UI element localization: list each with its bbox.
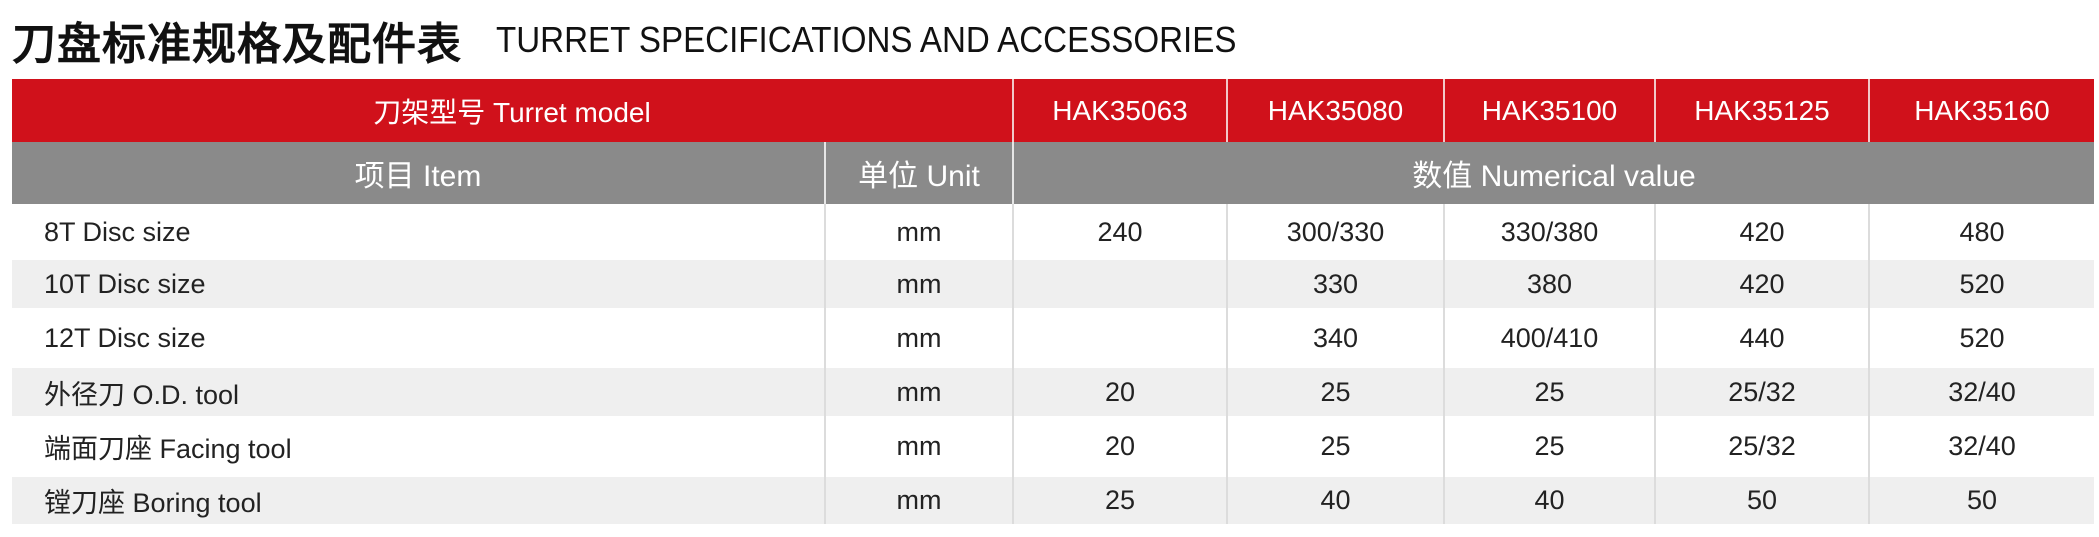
value-cell: 32/40 [1868, 416, 2094, 477]
value-cell: 40 [1226, 477, 1444, 524]
value-cell: 480 [1868, 204, 2094, 260]
unit-cell: mm [824, 477, 1013, 524]
unit-label: 单位 Unit [824, 142, 1013, 204]
value-cell: 25 [1012, 477, 1227, 524]
value-cell: 25 [1443, 368, 1655, 416]
value-cell: 32/40 [1868, 368, 2094, 416]
unit-cell: mm [824, 260, 1013, 308]
value-cell: 240 [1012, 204, 1227, 260]
value-cell: 300/330 [1226, 204, 1444, 260]
unit-cell: mm [824, 308, 1013, 368]
column-header-row: 项目 Item 单位 Unit 数值 Numerical value [12, 142, 2094, 204]
value-cell: 40 [1443, 477, 1655, 524]
value-cell: 25 [1226, 368, 1444, 416]
value-cell: 25/32 [1654, 416, 1869, 477]
table-row: 10T Disc size mm 330 380 420 520 [12, 260, 2094, 308]
model-label: 刀架型号 Turret model [12, 79, 1013, 142]
model-header-row: 刀架型号 Turret model HAK35063 HAK35080 HAK3… [12, 79, 2094, 142]
unit-cell: mm [824, 204, 1013, 260]
value-cell: 50 [1868, 477, 2094, 524]
table-row: 12T Disc size mm 340 400/410 440 520 [12, 308, 2094, 368]
page-title: 刀盘标准规格及配件表 TURRET SPECIFICATIONS AND ACC… [12, 8, 1301, 72]
value-cell: 50 [1654, 477, 1869, 524]
item-cell: 外径刀 O.D. tool [12, 368, 825, 416]
table-row: 外径刀 O.D. tool mm 20 25 25 25/32 32/40 [12, 368, 2094, 416]
table-row: 镗刀座 Boring tool mm 25 40 40 50 50 [12, 477, 2094, 524]
value-cell: 340 [1226, 308, 1444, 368]
model-header: HAK35160 [1868, 79, 2094, 142]
value-cell: 20 [1012, 368, 1227, 416]
value-cell: 25 [1443, 416, 1655, 477]
value-cell: 420 [1654, 204, 1869, 260]
item-cell: 10T Disc size [12, 260, 825, 308]
value-cell [1012, 308, 1227, 368]
table-row: 8T Disc size mm 240 300/330 330/380 420 480 [12, 204, 2094, 260]
model-header: HAK35125 [1654, 79, 1869, 142]
value-cell: 25 [1226, 416, 1444, 477]
value-cell: 25/32 [1654, 368, 1869, 416]
value-cell: 440 [1654, 308, 1869, 368]
value-cell: 420 [1654, 260, 1869, 308]
value-cell: 520 [1868, 260, 2094, 308]
item-cell: 端面刀座 Facing tool [12, 416, 825, 477]
item-cell: 镗刀座 Boring tool [12, 477, 825, 524]
table-row: 端面刀座 Facing tool mm 20 25 25 25/32 32/40 [12, 416, 2094, 477]
model-header: HAK35063 [1012, 79, 1227, 142]
value-cell: 330 [1226, 260, 1444, 308]
value-cell: 330/380 [1443, 204, 1655, 260]
title-en: TURRET SPECIFICATIONS AND ACCESSORIES [496, 19, 1237, 60]
value-label: 数值 Numerical value [1012, 142, 2094, 204]
value-cell [1012, 260, 1227, 308]
value-cell: 520 [1868, 308, 2094, 368]
unit-cell: mm [824, 368, 1013, 416]
value-cell: 400/410 [1443, 308, 1655, 368]
model-header: HAK35100 [1443, 79, 1655, 142]
title-zh: 刀盘标准规格及配件表 [12, 19, 462, 70]
value-cell: 20 [1012, 416, 1227, 477]
spec-table: 刀架型号 Turret model HAK35063 HAK35080 HAK3… [12, 79, 2094, 524]
item-cell: 8T Disc size [12, 204, 825, 260]
model-header: HAK35080 [1226, 79, 1444, 142]
unit-cell: mm [824, 416, 1013, 477]
item-cell: 12T Disc size [12, 308, 825, 368]
item-label: 项目 Item [12, 142, 825, 204]
value-cell: 380 [1443, 260, 1655, 308]
